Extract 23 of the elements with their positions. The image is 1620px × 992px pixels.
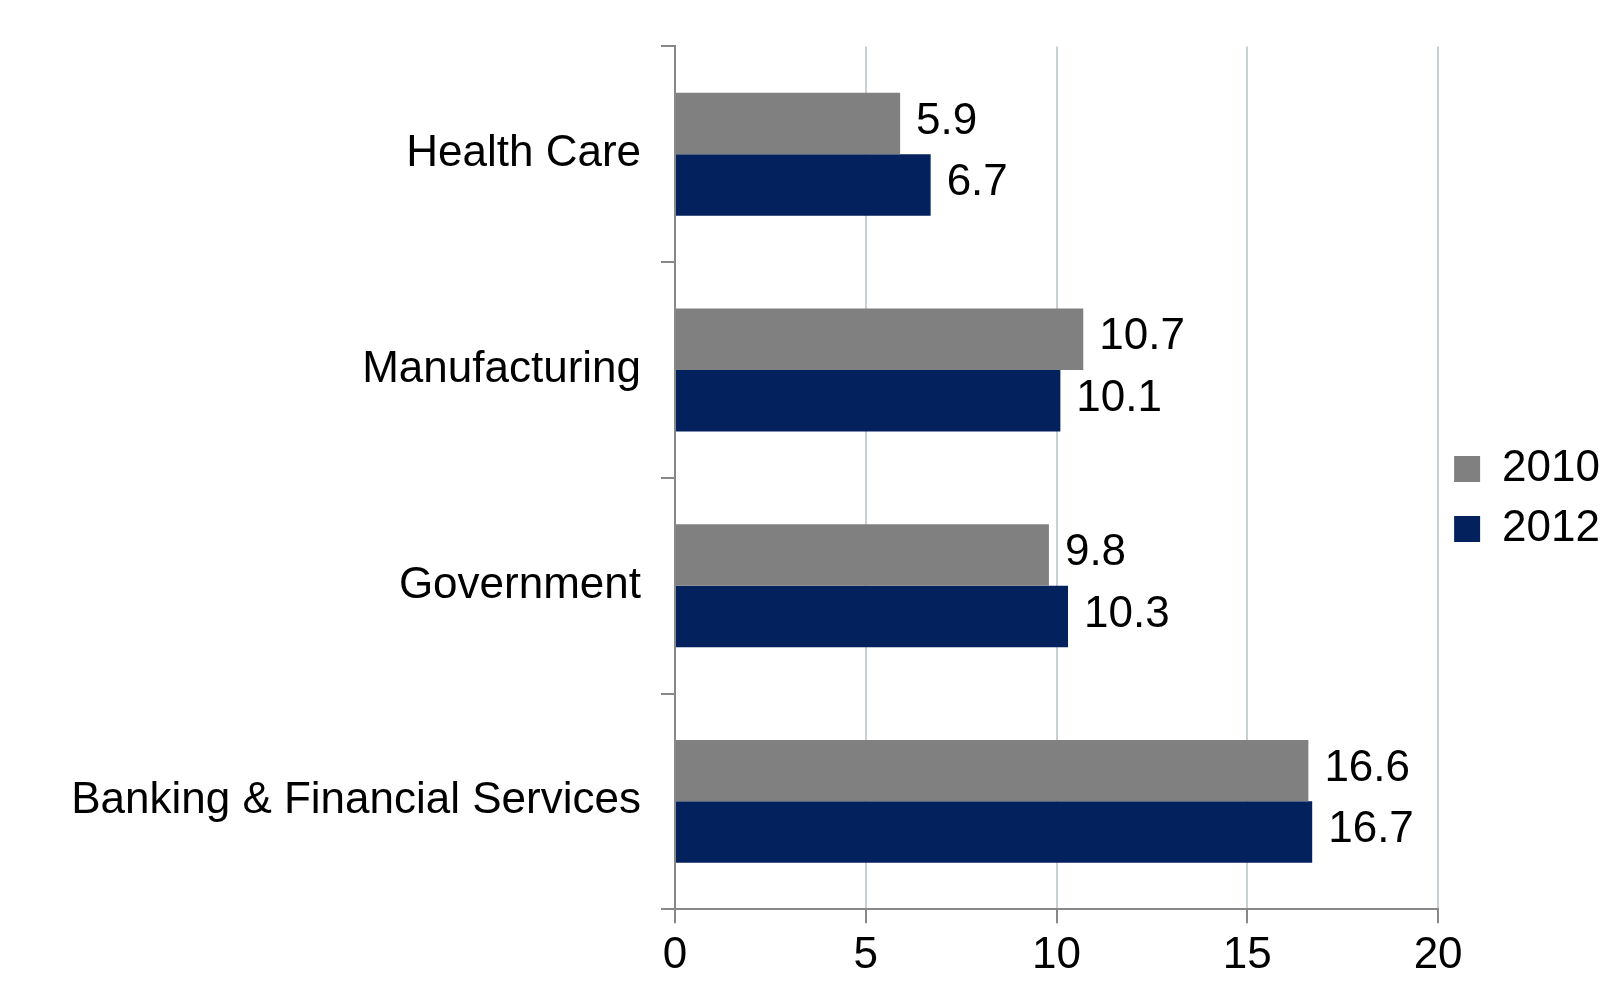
- data-label: 6.7: [946, 155, 1008, 205]
- x-tick-label: 0: [662, 927, 688, 977]
- bar: [676, 585, 1069, 648]
- bar: [676, 801, 1313, 863]
- y-tick-label: Manufacturing: [362, 342, 641, 392]
- y-tick-label: Health Care: [406, 126, 641, 176]
- x-tick-label: 10: [1032, 927, 1082, 977]
- data-label: 10.1: [1076, 370, 1163, 420]
- y-tick-label: Banking & Financial Services: [71, 773, 641, 823]
- x-tick-label: 5: [853, 927, 879, 977]
- bar: [676, 154, 931, 216]
- data-label: 16.7: [1328, 802, 1414, 852]
- data-label: 9.8: [1064, 525, 1127, 575]
- y-tick-label: Government: [398, 557, 641, 607]
- data-label: 10.7: [1099, 309, 1185, 359]
- data-label: 16.6: [1324, 740, 1411, 790]
- legend-label: 2010: [1502, 441, 1601, 491]
- x-tick-label: 20: [1413, 927, 1463, 977]
- data-label: 5.9: [916, 93, 978, 143]
- data-label: 10.3: [1084, 586, 1170, 636]
- legend-label: 2012: [1502, 501, 1601, 551]
- x-tick-label: 15: [1222, 927, 1272, 977]
- bar: [676, 369, 1061, 432]
